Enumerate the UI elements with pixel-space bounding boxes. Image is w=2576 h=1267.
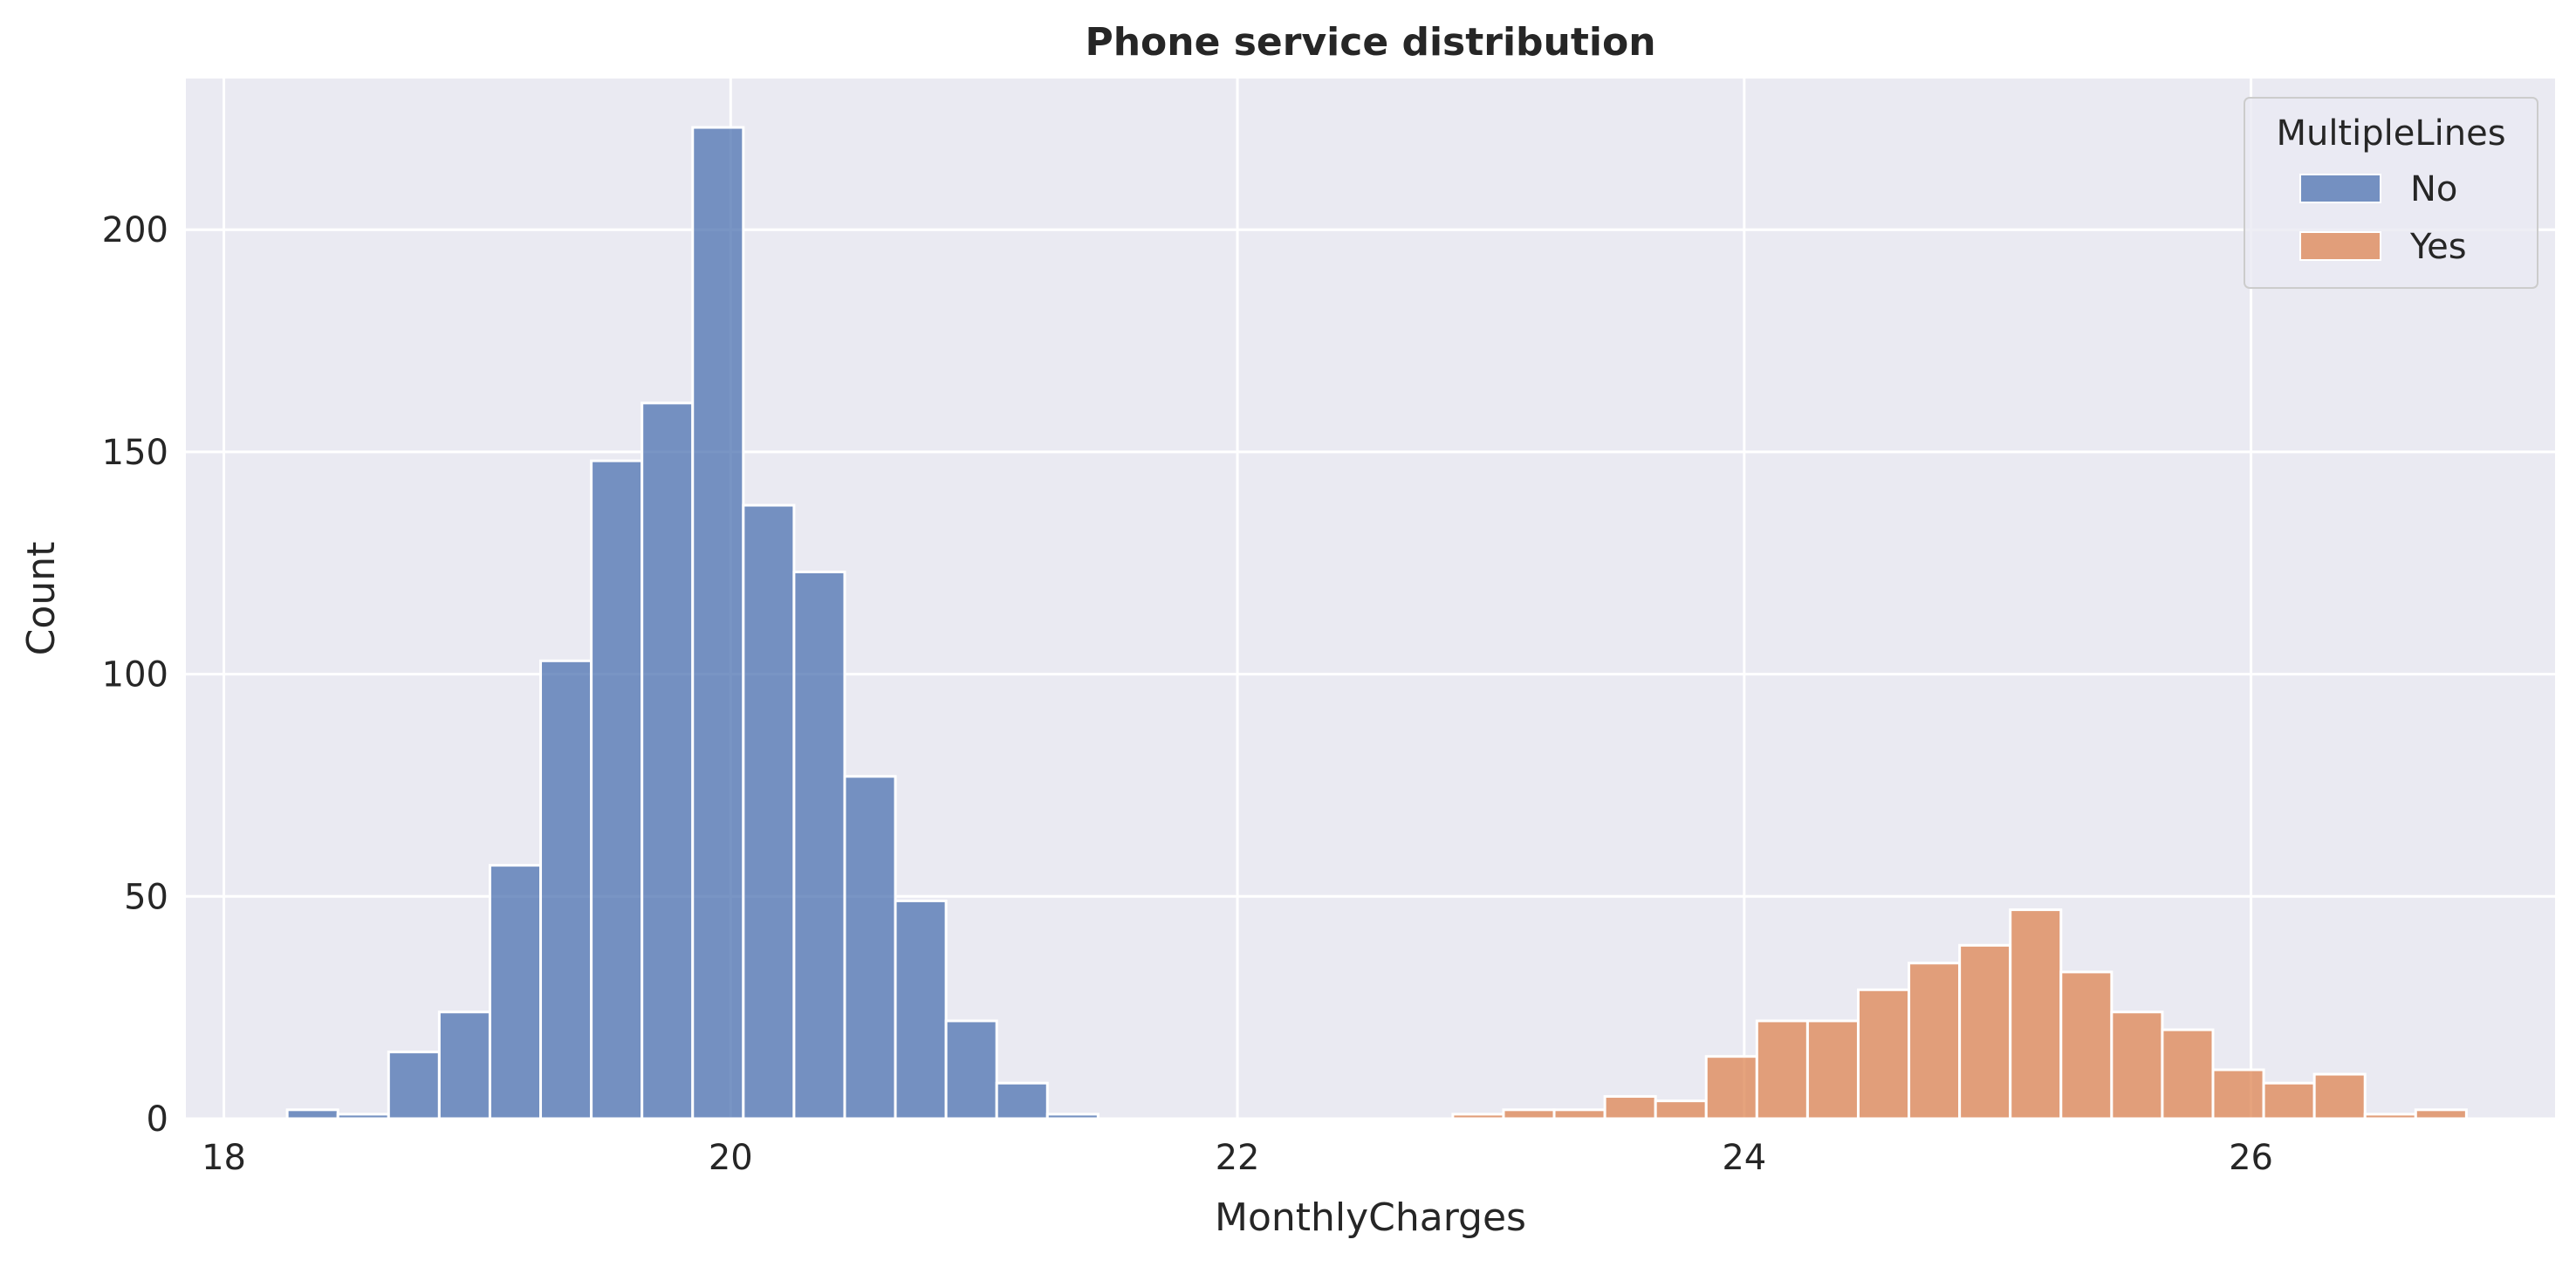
x-axis-label: MonthlyCharges: [1215, 1195, 1526, 1240]
histogram-bar-yes: [2211, 1068, 2265, 1120]
histogram-bar-no: [742, 503, 796, 1120]
histogram-bar-yes: [1603, 1095, 1657, 1120]
histogram-bar-no: [285, 1108, 339, 1120]
histogram-bar-no: [894, 899, 948, 1120]
histogram-bar-yes: [2363, 1113, 2417, 1120]
histogram-bar-no: [539, 659, 593, 1120]
x-tick-label: 22: [1216, 1138, 1260, 1178]
histogram-bar-no: [641, 401, 695, 1120]
histogram-bar-yes: [2110, 1010, 2164, 1120]
legend-label-yes: Yes: [2409, 227, 2467, 267]
histogram-bar-yes: [2262, 1081, 2316, 1120]
histogram-bar-yes: [1755, 1019, 1809, 1120]
y-tick-label: 50: [124, 877, 168, 917]
y-axis-label: Count: [19, 542, 64, 656]
legend-title: MultipleLines: [2276, 113, 2505, 154]
tick-labels: 18 20 22 24 26 0 50 100 150 200: [102, 210, 2273, 1178]
legend-label-no: No: [2410, 169, 2457, 209]
histogram-bar-no: [1045, 1113, 1100, 1120]
histogram-bar-no: [843, 775, 897, 1120]
histogram-bar-no: [590, 459, 644, 1120]
legend-swatch-no: [2299, 174, 2381, 203]
histogram-bar-yes: [2059, 970, 2114, 1120]
histogram-bar-no: [792, 570, 846, 1120]
histogram-bar-yes: [1654, 1099, 1708, 1120]
y-tick-label: 150: [102, 433, 168, 473]
histogram-bar-no: [488, 864, 543, 1120]
histogram-bar-no: [387, 1051, 441, 1120]
chart-title: Phone service distribution: [1085, 20, 1655, 65]
histogram-bar-no: [437, 1010, 491, 1120]
x-tick-label: 26: [2229, 1138, 2273, 1178]
histogram-bar-yes: [1704, 1055, 1758, 1120]
histogram-bar-yes: [1552, 1108, 1607, 1120]
histogram-bar-yes: [2009, 908, 2063, 1120]
bars: [285, 126, 2468, 1120]
legend-swatch-yes: [2299, 231, 2381, 261]
histogram-bar-yes: [1805, 1019, 1860, 1120]
x-tick-label: 24: [1722, 1138, 1766, 1178]
histogram-bar-yes: [1908, 962, 1962, 1120]
histogram-bar-no: [691, 126, 745, 1120]
y-tick-label: 0: [147, 1099, 168, 1140]
histogram-bar-yes: [1958, 943, 2012, 1120]
y-tick-label: 100: [102, 655, 168, 695]
y-tick-label: 200: [102, 210, 168, 250]
histogram-bar-yes: [2312, 1072, 2367, 1120]
histogram-bar-no: [944, 1019, 998, 1120]
histogram-bar-yes: [1856, 988, 1911, 1120]
x-tick-label: 18: [202, 1138, 246, 1178]
histogram-bar-no: [336, 1113, 390, 1120]
histogram-bar-yes: [2161, 1028, 2215, 1120]
histogram-bar-yes: [1502, 1108, 1556, 1120]
histogram-bar-no: [995, 1081, 1049, 1120]
histogram-bar-yes: [1451, 1113, 1505, 1120]
histogram-bar-yes: [2414, 1108, 2468, 1120]
x-tick-label: 20: [709, 1138, 753, 1178]
legend: MultipleLines No Yes: [2244, 97, 2538, 289]
